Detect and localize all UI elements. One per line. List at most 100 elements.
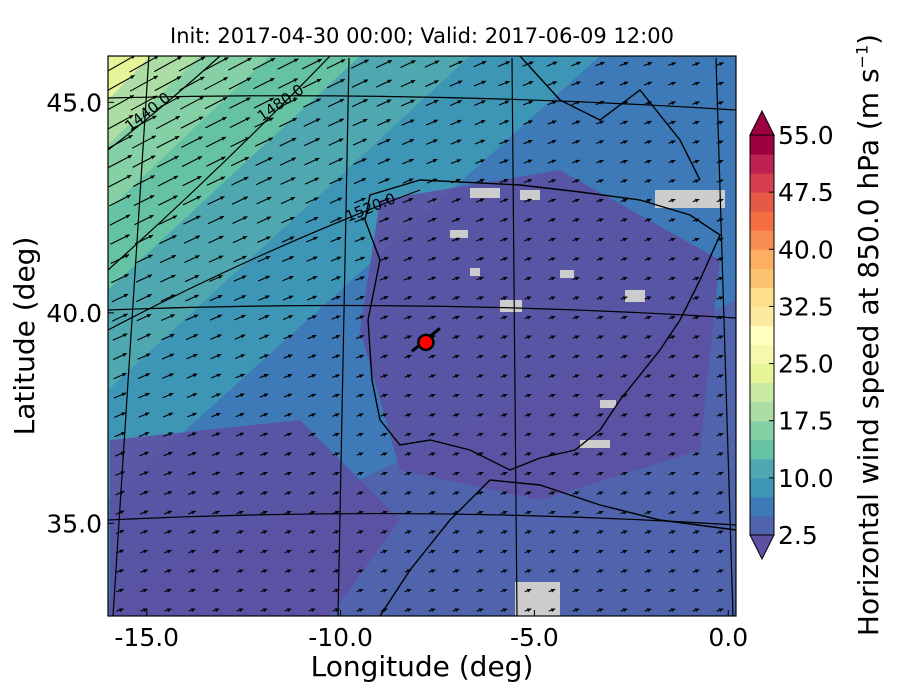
wind-vector-head (214, 549, 220, 554)
wind-vector-head (503, 159, 509, 164)
wind-vector-head (646, 315, 652, 320)
wind-vector-head (527, 218, 532, 222)
wind-vector-head (149, 215, 154, 219)
colorbar-segment (750, 249, 774, 269)
missing-data-patch-7 (625, 290, 645, 302)
y-axis-label: Latitude (deg) (8, 236, 41, 436)
wind-vector (153, 56, 183, 73)
wind-vector-head (575, 159, 580, 164)
wind-vector-head (526, 276, 532, 281)
wind-vector-head (310, 608, 316, 612)
wind-vector-head (430, 510, 436, 515)
wind-vector-head (335, 335, 341, 339)
wind-vector (108, 74, 135, 91)
wind-vector-head (574, 530, 580, 534)
wind-vector-head (646, 179, 652, 183)
wind-vector-head (694, 569, 700, 573)
wind-vector-head (143, 530, 148, 534)
wind-vector-head (623, 101, 628, 105)
wind-vector-head (574, 432, 580, 437)
wind-vector (252, 57, 276, 71)
wind-vector-head (718, 608, 724, 612)
wind-vector-head (455, 296, 460, 300)
wind-vector-head (527, 237, 532, 242)
wind-vector-head (622, 218, 628, 222)
wind-vector-head (363, 79, 369, 84)
wind-vector-head (119, 549, 124, 554)
wind-vector-head (622, 257, 628, 261)
wind-vector-head (478, 510, 484, 515)
wind-vector-head (433, 139, 438, 143)
wind-vector-head (718, 491, 724, 495)
wind-vector-head (550, 549, 556, 554)
wind-vector-head (433, 100, 439, 104)
wind-vector-head (154, 56, 159, 60)
meridian-3 (715, 57, 734, 616)
wind-vector-head (574, 588, 580, 593)
wind-vector-head (406, 510, 412, 515)
colorbar-tick-label: 32.5 (778, 292, 834, 321)
wind-vector-head (122, 333, 128, 338)
wind-vector-head (122, 353, 127, 357)
wind-vector-head (526, 471, 532, 476)
wind-vector-head (215, 432, 221, 437)
wind-vector-head (670, 257, 676, 261)
wind-vector-head (219, 216, 224, 220)
wind-vector-head (623, 179, 628, 183)
wind-vector-head (552, 61, 558, 66)
wind-vector-head (430, 530, 436, 534)
wind-vector-head (670, 432, 676, 437)
wind-vector-head (408, 178, 414, 183)
wind-vector-head (409, 158, 414, 163)
wind-vector-head (239, 510, 244, 515)
wind-vector-head (623, 120, 628, 125)
wind-vector-head (175, 116, 180, 120)
wind-vector-head (336, 295, 341, 300)
wind-vector-head (598, 393, 604, 398)
wind-vector-head (694, 491, 700, 495)
wind-vector-head (197, 176, 202, 180)
wind-vector-head (383, 374, 388, 378)
wind-vector-head (192, 412, 197, 417)
wind-vector-head (146, 333, 151, 338)
wind-vector-head (479, 257, 484, 261)
wind-vector-head (171, 255, 177, 259)
colorbar-segment (750, 477, 774, 498)
wind-vector-head (291, 138, 297, 142)
wind-vector-head (622, 491, 628, 495)
wind-vector-head (360, 256, 365, 261)
wind-vector-head (336, 276, 341, 280)
wind-vector-head (290, 197, 295, 201)
wind-vector-head (622, 413, 628, 417)
wind-vector-head (216, 412, 221, 417)
wind-vector-head (526, 549, 532, 554)
wind-vector-head (480, 120, 486, 124)
wind-band-low-2 (110, 420, 400, 616)
wind-vector-head (148, 254, 153, 259)
wind-vector-head (503, 237, 508, 242)
wind-vector-head (312, 315, 317, 319)
wind-vector-head (430, 374, 436, 378)
wind-vector-head (670, 296, 676, 300)
wind-vector-head (481, 100, 486, 104)
wind-vector-head (526, 510, 532, 515)
wind-vector-head (383, 315, 388, 320)
wind-vector-head (407, 335, 412, 339)
plot-frame (107, 55, 737, 617)
wind-vector-head (336, 237, 342, 241)
wind-vector-head (550, 413, 556, 417)
wind-vector-head (454, 569, 460, 573)
wind-vector-head (410, 80, 416, 84)
wind-vector-head (718, 549, 724, 554)
wind-vector-head (527, 159, 533, 164)
wind-vector-head (339, 118, 344, 123)
x-tick-label: -5.0 (510, 623, 559, 652)
wind-vector-head (314, 158, 320, 162)
wind-vector-head (502, 374, 508, 378)
wind-vector-head (264, 354, 269, 358)
wind-vector-head (119, 510, 125, 515)
wind-vector-head (358, 491, 364, 495)
wind-vector-head (313, 256, 318, 261)
wind-vector-head (646, 198, 652, 203)
wind-vector-head (646, 257, 652, 261)
